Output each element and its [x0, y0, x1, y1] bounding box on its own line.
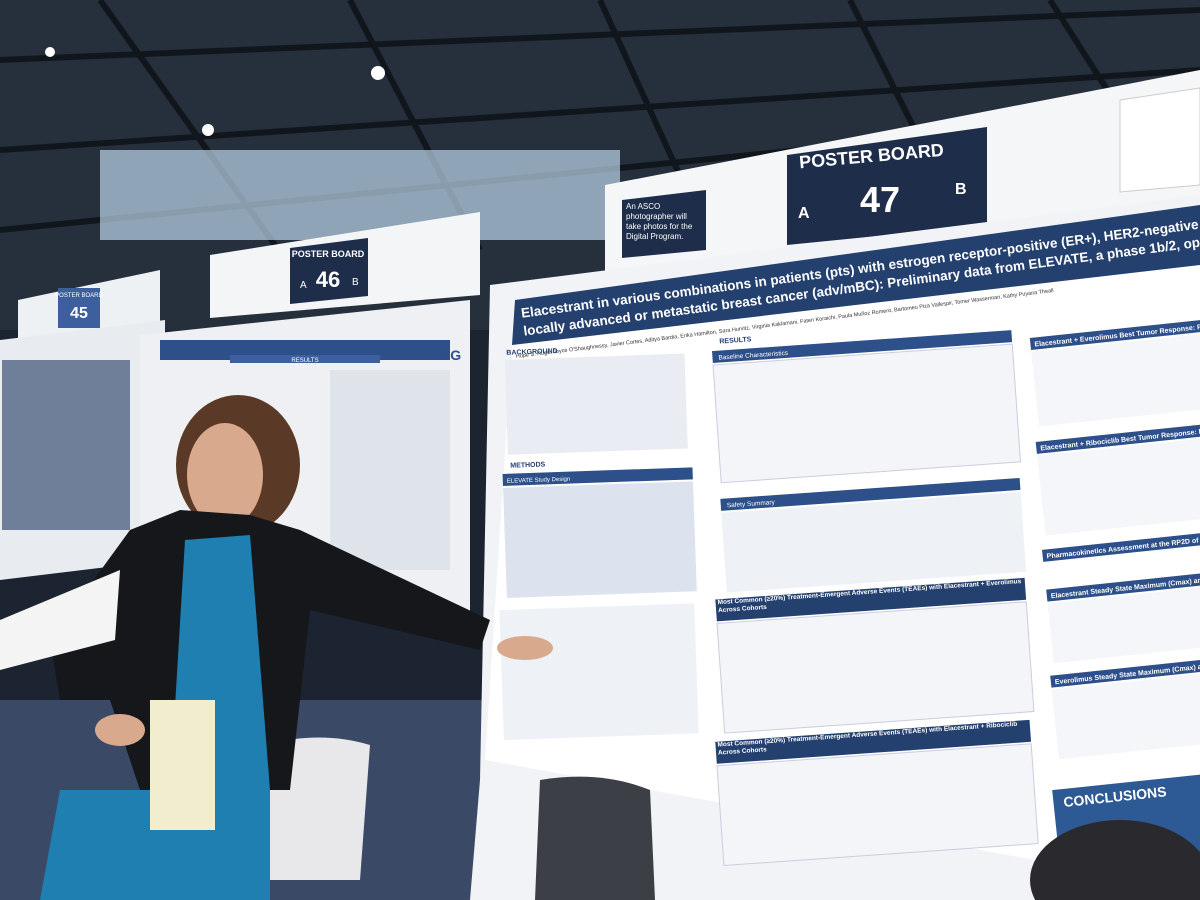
sign-side: A: [798, 205, 810, 222]
poster-chart: [1051, 669, 1200, 760]
poster-section-heading: BACKGROUND: [506, 348, 558, 357]
presenter: [0, 395, 553, 900]
chair: [535, 776, 655, 900]
poster-study-diagram: [503, 481, 697, 598]
poster-panel-bar: [1042, 530, 1200, 562]
poster-text-block: [504, 353, 688, 455]
poster-subheading-bar: [715, 719, 1032, 764]
poster-46-section: RESULTS: [291, 358, 318, 364]
poster-chart: [1037, 436, 1200, 536]
photographer-notice-box: [622, 190, 706, 258]
poster-45-content: [2, 360, 130, 530]
ceiling-light: [202, 124, 214, 136]
poster-table: [716, 601, 1035, 734]
pointing-hand: [497, 636, 553, 660]
sign-number-box: [290, 238, 368, 304]
sign-label: POSTER BOARD: [292, 249, 365, 259]
ceiling-light: [371, 66, 385, 80]
sign-side: A: [300, 280, 307, 291]
poster-subheading: Safety Summary: [727, 499, 776, 509]
poster-table: [716, 743, 1039, 867]
sign-label: POSTER BOARD: [55, 293, 103, 299]
papers: [0, 570, 120, 670]
poster-section-heading: METHODS: [510, 461, 546, 469]
poster-46-figures: [330, 370, 450, 570]
poster-chart: [1047, 583, 1200, 664]
poster-section-heading: RESULTS: [719, 336, 752, 345]
poster-subheading: ELEVATE Study Design: [507, 477, 571, 485]
sign-side: B: [955, 181, 967, 198]
poster-subheading-bar: [715, 577, 1027, 622]
poster-subheading-bar: [502, 467, 693, 486]
sign-number-box: [58, 288, 100, 328]
poster-middle-column: RESULTS Baseline Characteristics Safety …: [712, 330, 1039, 867]
poster-title-bar: [512, 205, 1200, 345]
poster-46-bar: [230, 355, 380, 363]
poster-panel-bar: [1029, 319, 1200, 350]
poster-panel-bar: [1046, 569, 1200, 602]
face: [187, 423, 263, 527]
sign-number-box: [787, 127, 987, 245]
poster-panel-bar: [1035, 422, 1200, 454]
windows: [100, 150, 620, 240]
poster-subheading: Baseline Characteristics: [718, 350, 789, 362]
ceiling-light: [45, 47, 55, 57]
poster-session-flyer: [1119, 87, 1200, 193]
photographer-notice: An ASCO photographer will take photos fo…: [626, 202, 693, 241]
attendee-head: [1030, 820, 1200, 900]
poster-46-logo: KCG: [430, 347, 461, 363]
sign-number: 46: [316, 267, 340, 292]
badge: [150, 700, 215, 830]
sign-side: B: [352, 277, 359, 288]
poster-left-column: BACKGROUND METHODS ELEVATE Study Design: [499, 348, 699, 741]
sign-number: 45: [70, 305, 88, 322]
sign-number: 47: [860, 179, 900, 220]
hand: [95, 714, 145, 746]
poster-panel-bar: [1050, 655, 1200, 688]
poster-table: [712, 343, 1022, 484]
poster-subheading-bar: [720, 477, 1021, 511]
photographer-notice-text: An ASCO photographer will take photos fo…: [626, 202, 693, 241]
poster-text-block: [721, 491, 1027, 593]
poster-subheading-bar: [712, 330, 1013, 364]
poster-eligibility: [499, 603, 699, 741]
poster-chart: [1031, 333, 1200, 427]
